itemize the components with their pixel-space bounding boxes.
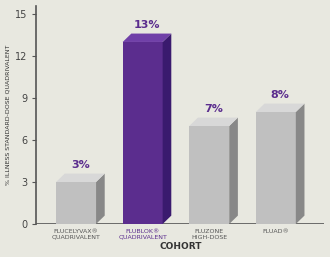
Polygon shape	[229, 118, 238, 224]
Polygon shape	[56, 173, 105, 182]
Text: 3%: 3%	[71, 160, 90, 170]
Polygon shape	[296, 104, 305, 224]
Polygon shape	[123, 42, 163, 224]
Polygon shape	[256, 104, 305, 112]
Polygon shape	[123, 34, 171, 42]
Polygon shape	[96, 173, 105, 224]
Polygon shape	[163, 34, 171, 224]
Text: 13%: 13%	[134, 20, 160, 30]
Polygon shape	[56, 182, 96, 224]
Polygon shape	[189, 118, 238, 126]
Y-axis label: % ILLNESS STANDARD-DOSE QUADRIVALENT: % ILLNESS STANDARD-DOSE QUADRIVALENT	[6, 45, 11, 185]
Polygon shape	[256, 112, 296, 224]
Polygon shape	[189, 126, 229, 224]
Text: 7%: 7%	[204, 104, 223, 114]
X-axis label: COHORT: COHORT	[159, 242, 202, 251]
Text: 8%: 8%	[271, 90, 290, 100]
